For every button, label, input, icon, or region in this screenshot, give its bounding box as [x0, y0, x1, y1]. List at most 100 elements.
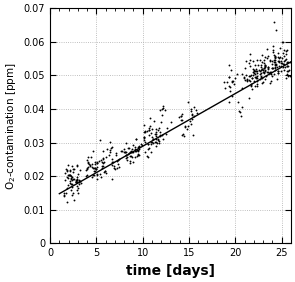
Point: [142, 138, 147, 142]
Point: [276, 59, 281, 63]
Point: [142, 130, 146, 135]
Point: [103, 169, 108, 173]
Point: [154, 132, 159, 136]
Point: [129, 149, 134, 153]
Point: [115, 161, 120, 166]
Point: [74, 180, 78, 184]
Point: [95, 172, 99, 176]
Point: [251, 79, 256, 84]
Point: [147, 146, 152, 150]
Point: [109, 177, 114, 181]
Point: [133, 155, 138, 160]
Point: [281, 54, 286, 58]
Point: [260, 67, 264, 71]
Point: [106, 153, 111, 158]
Point: [276, 59, 281, 64]
Point: [245, 77, 250, 81]
Point: [154, 139, 159, 144]
Point: [142, 136, 146, 140]
Point: [246, 73, 251, 78]
Point: [273, 62, 278, 67]
Point: [245, 78, 249, 82]
Point: [68, 173, 72, 177]
Point: [232, 81, 237, 86]
Point: [229, 94, 234, 98]
Point: [289, 58, 294, 62]
Point: [68, 182, 73, 186]
Point: [279, 60, 284, 65]
Point: [272, 65, 277, 69]
Point: [261, 66, 266, 71]
Point: [67, 173, 72, 177]
Point: [134, 148, 139, 152]
Point: [93, 159, 98, 164]
Point: [238, 110, 242, 115]
Point: [87, 164, 92, 169]
Point: [78, 168, 82, 172]
Point: [266, 54, 271, 59]
Point: [239, 113, 243, 118]
Point: [261, 66, 266, 70]
Point: [94, 167, 98, 172]
Point: [282, 48, 287, 52]
Point: [154, 127, 159, 131]
Point: [124, 141, 128, 146]
Point: [111, 160, 115, 164]
Point: [265, 69, 270, 74]
Point: [127, 151, 132, 155]
Point: [83, 168, 88, 172]
Point: [230, 80, 234, 84]
Point: [68, 179, 72, 183]
Point: [126, 146, 130, 150]
Point: [163, 108, 167, 112]
Point: [91, 165, 96, 170]
Point: [245, 79, 250, 84]
Point: [157, 141, 161, 145]
Point: [286, 63, 291, 68]
Point: [253, 84, 257, 89]
Point: [160, 136, 165, 141]
Point: [149, 127, 154, 131]
Point: [255, 79, 259, 83]
Point: [76, 186, 81, 191]
Point: [282, 61, 287, 66]
Point: [97, 159, 101, 163]
Point: [137, 153, 141, 157]
Point: [251, 70, 256, 75]
Point: [227, 100, 232, 105]
Point: [84, 157, 89, 162]
Point: [263, 64, 268, 69]
Point: [272, 71, 276, 76]
Point: [76, 172, 80, 177]
Point: [145, 147, 150, 151]
Point: [260, 76, 264, 80]
Point: [276, 71, 280, 75]
Point: [122, 149, 126, 154]
Point: [190, 112, 195, 117]
Point: [266, 66, 271, 70]
Point: [274, 76, 279, 81]
Point: [271, 53, 276, 58]
Point: [270, 74, 275, 78]
Point: [128, 150, 133, 155]
Point: [276, 69, 281, 74]
Point: [86, 162, 91, 166]
Point: [101, 170, 106, 175]
Point: [67, 173, 72, 177]
X-axis label: time [days]: time [days]: [126, 264, 215, 278]
Point: [124, 156, 129, 160]
Point: [116, 165, 121, 169]
Point: [253, 74, 258, 79]
Point: [257, 67, 262, 72]
Point: [65, 176, 70, 181]
Point: [188, 121, 193, 126]
Point: [281, 68, 286, 72]
Point: [63, 171, 68, 175]
Point: [161, 104, 166, 109]
Point: [249, 82, 253, 87]
Point: [284, 49, 289, 54]
Point: [258, 57, 262, 62]
Point: [247, 64, 252, 68]
Point: [68, 174, 73, 179]
Point: [99, 159, 104, 164]
